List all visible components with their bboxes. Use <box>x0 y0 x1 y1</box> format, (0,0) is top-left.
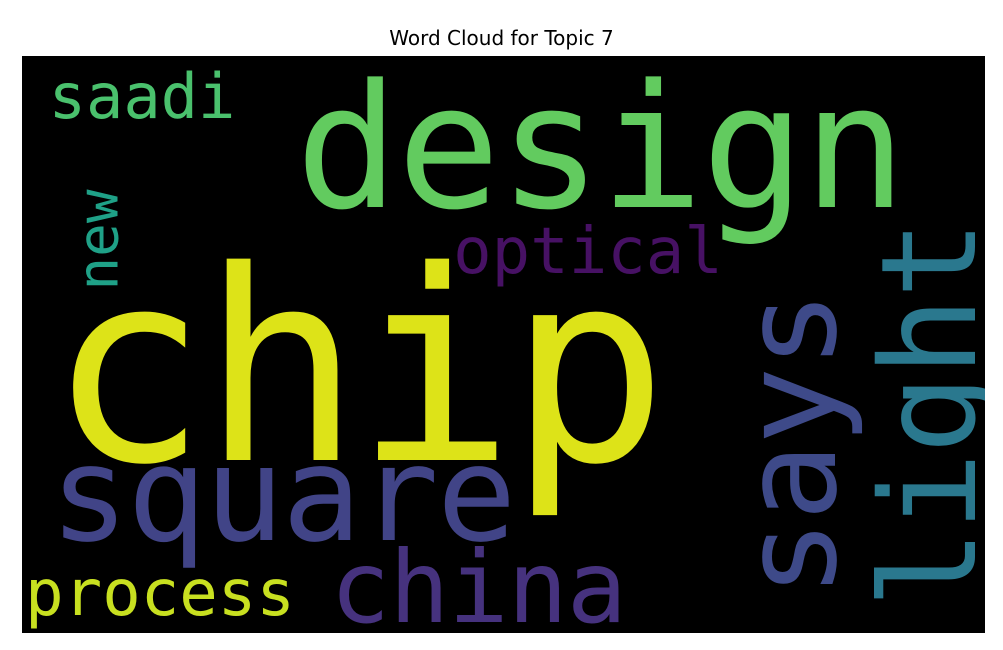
word-chip: chip <box>48 215 662 523</box>
chart-title: Word Cloud for Topic 7 <box>389 26 614 50</box>
word-process: process <box>25 557 295 631</box>
word-says: says <box>714 292 866 597</box>
word-optical: optical <box>453 215 723 289</box>
word-new: new <box>67 189 132 290</box>
plot-area <box>22 56 985 633</box>
word-design: design <box>295 47 904 248</box>
word-square: square <box>50 418 515 572</box>
word-light: light <box>853 221 1003 608</box>
word-china: china <box>330 529 626 646</box>
word-saadi: saadi <box>49 60 236 133</box>
